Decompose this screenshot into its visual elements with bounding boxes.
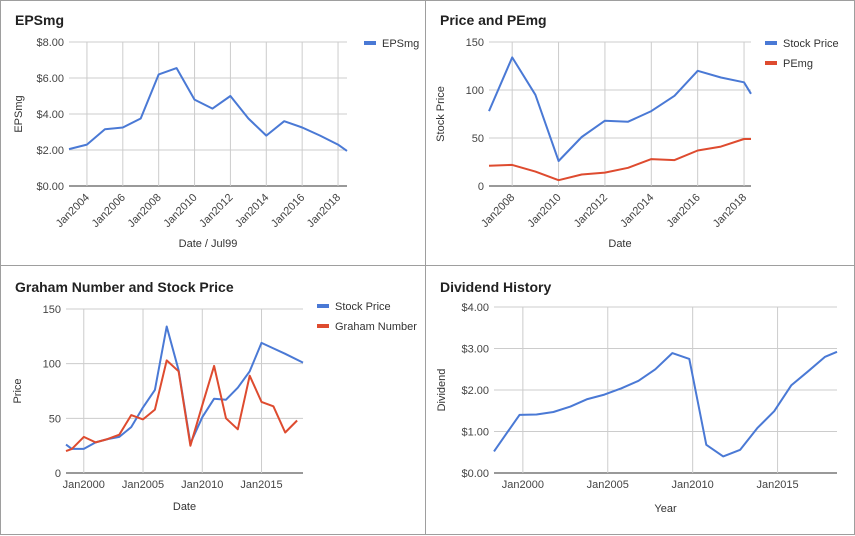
graham-legend-swatch-graham-number — [317, 324, 329, 328]
price-pe-chart-title: Price and PEmg — [440, 12, 547, 28]
dividend-chart-title: Dividend History — [440, 279, 551, 295]
dividend-x-tick-label: Jan2000 — [502, 479, 544, 491]
eps-y-tick-label: $8.00 — [36, 37, 64, 49]
price-pe-x-axis-title: Date — [608, 238, 631, 250]
dividend-y-tick-label: $1.00 — [461, 427, 489, 439]
eps-chart: EPSmg$0.00$2.00$4.00$6.00$8.00Jan2004Jan… — [13, 12, 419, 250]
eps-legend-label-epsmg: EPSmg — [382, 38, 419, 50]
price-pe-chart-panel: Price and PEmg 0 50 100 150 Jan2008 Jan2010 Jan… — [427, 2, 849, 264]
dividend-x-tick-label: Jan2005 — [587, 479, 629, 491]
dividend-y-tick-label: $4.00 — [461, 302, 489, 314]
graham-y-tick-label: 50 — [49, 413, 61, 425]
price-pe-stock-price-line — [488, 56, 752, 162]
dividend-y-axis-title: Dividend — [436, 369, 448, 412]
graham-chart-panel: Graham Number and Stock Price 0 50 100 150 Ja… — [2, 269, 424, 531]
eps-y-tick-label: $2.00 — [36, 145, 64, 157]
price-pe-legend-label-stock-price: Stock Price — [783, 38, 839, 50]
price-pe-y-tick-label: 0 — [478, 181, 484, 193]
price-pe-y-tick-label: 50 — [472, 133, 484, 145]
graham-legend-swatch-stock-price — [317, 304, 329, 308]
graham-chart-title: Graham Number and Stock Price — [15, 279, 234, 295]
eps-epsmg-line — [68, 67, 348, 152]
dividend-y-tick-label: $0.00 — [461, 468, 489, 480]
graham-x-axis-title: Date — [173, 501, 196, 513]
dividend-chart: Dividend History $0.00 $1.00 $2.00 $3.00 $4.0… — [436, 279, 838, 515]
graham-x-tick-label: Jan2005 — [122, 479, 164, 491]
graham-x-tick-label: Jan2015 — [240, 479, 282, 491]
price-pe-y-axis-title: Stock Price — [435, 86, 447, 142]
price-pe-legend-label-pemg: PEmg — [783, 58, 813, 70]
price-pe-legend-swatch-pemg — [765, 61, 777, 65]
eps-y-tick-label: $6.00 — [36, 73, 64, 85]
dividend-y-tick-label: $2.00 — [461, 385, 489, 397]
eps-y-tick-label: $4.00 — [36, 109, 64, 121]
dividend-chart-panel: Dividend History $0.00 $1.00 $2.00 $3.00 $4.0… — [427, 269, 849, 531]
graham-y-axis-title: Price — [12, 378, 24, 403]
dividend-series-line — [493, 350, 838, 458]
dividend-y-tick-label: $3.00 — [461, 344, 489, 356]
graham-legend-label-graham-number: Graham Number — [335, 321, 417, 333]
graham-y-tick-label: 0 — [55, 468, 61, 480]
graham-legend-label-stock-price: Stock Price — [335, 301, 391, 313]
panel-divider-vertical — [425, 0, 426, 535]
dividend-x-axis-title: Year — [654, 503, 677, 515]
graham-y-tick-label: 150 — [43, 304, 61, 316]
dividend-x-tick-label: Jan2015 — [756, 479, 798, 491]
price-pe-y-tick-label: 150 — [466, 37, 484, 49]
eps-chart-panel: EPSmg $0.00 $2.00 $4.00 $6.00 $8.00 Jan2004 Jan… — [2, 2, 424, 264]
eps-legend-swatch-epsmg — [364, 41, 376, 45]
price-pe-y-tick-label: 100 — [466, 85, 484, 97]
graham-chart: Graham Number and Stock Price 0 50 100 150 Ja… — [12, 279, 417, 513]
price-pe-pemg-line — [488, 138, 751, 182]
eps-x-axis-title: Date / Jul99 — [179, 238, 238, 250]
price-pe-legend-swatch-stock-price — [765, 41, 777, 45]
dividend-x-tick-label: Jan2010 — [672, 479, 714, 491]
eps-y-tick-label: $0.00 — [36, 181, 64, 193]
graham-y-tick-label: 100 — [43, 359, 61, 371]
graham-x-tick-label: Jan2010 — [181, 479, 223, 491]
panel-divider-horizontal — [0, 265, 855, 266]
graham-graham-number-line — [65, 359, 298, 453]
graham-x-tick-label: Jan2000 — [63, 479, 105, 491]
eps-y-axis-title: EPSmg — [13, 95, 25, 132]
eps-chart-title: EPSmg — [15, 12, 64, 28]
